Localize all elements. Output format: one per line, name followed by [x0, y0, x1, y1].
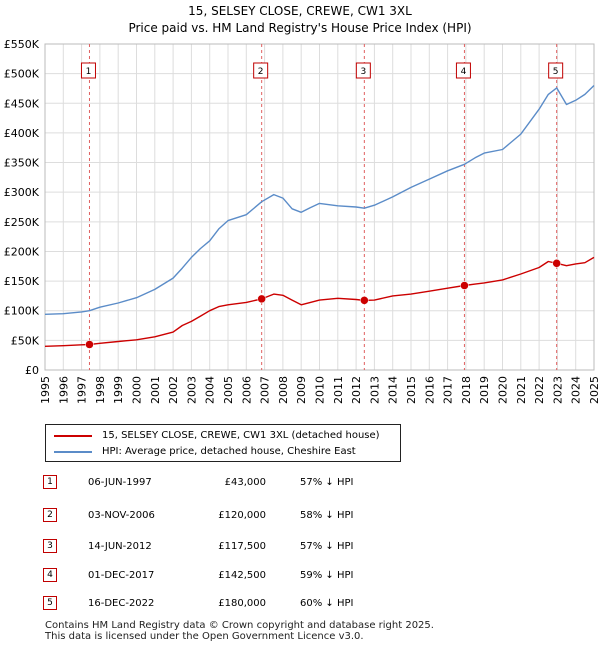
footer-copyright: Contains HM Land Registry data © Crown c… [45, 620, 434, 631]
y-tick-label: £400K [4, 127, 40, 140]
y-tick-label: £50K [11, 334, 40, 347]
table-row: 4 01-DEC-2017 £142,500 59% ↓ HPI [0, 566, 600, 586]
legend: 15, SELSEY CLOSE, CREWE, CW1 3XL (detach… [45, 424, 401, 462]
y-tick-label: £100K [4, 305, 40, 318]
sale-hpi-diff: 60% ↓ HPI [300, 598, 354, 609]
legend-hpi: HPI: Average price, detached house, Ches… [54, 444, 356, 460]
sale-point [85, 340, 94, 349]
table-row: 1 06-JUN-1997 £43,000 57% ↓ HPI [0, 473, 600, 493]
sale-price: £117,500 [218, 541, 266, 552]
sale-point [552, 259, 561, 268]
sale-marker-box [253, 62, 269, 79]
sale-price: £180,000 [218, 598, 266, 609]
sale-marker-label: 3 [360, 67, 366, 77]
sale-point [460, 281, 469, 290]
x-tick-label: 1996 [57, 376, 70, 404]
y-tick-label: £450K [4, 97, 40, 110]
x-tick-label: 2008 [277, 376, 290, 404]
x-tick-label: 2022 [533, 376, 546, 404]
x-tick-label: 2017 [442, 376, 455, 404]
sale-marker-label: 1 [86, 67, 92, 77]
sale-marker-box [80, 62, 96, 79]
sale-price: £120,000 [218, 510, 266, 521]
x-tick-label: 1999 [112, 376, 125, 404]
x-tick-label: 2012 [350, 376, 363, 404]
footer-licence: This data is licensed under the Open Gov… [45, 631, 364, 642]
sale-marker-box: 5 [43, 596, 57, 610]
y-tick-label: £150K [4, 275, 40, 288]
x-tick-label: 2023 [551, 376, 564, 404]
y-tick-label: £0 [25, 364, 39, 377]
chart-subtitle: Price paid vs. HM Land Registry's House … [128, 21, 472, 35]
legend-hpi-label: HPI: Average price, detached house, Ches… [102, 446, 356, 457]
y-tick-label: £300K [4, 186, 40, 199]
sale-marker-label: 4 [461, 67, 467, 77]
sale-date: 16-DEC-2022 [88, 598, 155, 609]
plot-frame [44, 43, 595, 371]
x-tick-label: 2003 [185, 376, 198, 404]
sale-marker-label: 2 [258, 67, 264, 77]
legend-property-swatch [54, 435, 92, 437]
sale-marker-box [548, 62, 564, 79]
sale-hpi-diff: 58% ↓ HPI [300, 510, 354, 521]
x-tick-label: 2018 [460, 376, 473, 404]
x-tick-label: 2007 [259, 376, 272, 404]
y-tick-label: £200K [4, 245, 40, 258]
x-tick-label: 2002 [167, 376, 180, 404]
sale-marker-box: 3 [43, 539, 57, 553]
x-tick-label: 2006 [240, 376, 253, 404]
x-tick-label: 2000 [131, 376, 144, 404]
sale-marker-box: 2 [43, 508, 57, 522]
x-tick-label: 2025 [588, 376, 600, 404]
x-tick-label: 2001 [149, 376, 162, 404]
sale-marker-box: 4 [43, 568, 57, 582]
x-tick-label: 2004 [204, 376, 217, 404]
x-tick-label: 2014 [387, 376, 400, 404]
sale-date: 14-JUN-2012 [88, 541, 152, 552]
sale-point [360, 296, 369, 305]
x-tick-label: 2024 [570, 376, 583, 404]
x-tick-label: 2005 [222, 376, 235, 404]
sale-point [257, 294, 266, 304]
x-tick-label: 2013 [368, 376, 381, 404]
legend-property-label: 15, SELSEY CLOSE, CREWE, CW1 3XL (detach… [102, 430, 380, 441]
table-row: 5 16-DEC-2022 £180,000 60% ↓ HPI [0, 594, 600, 614]
sale-marker-label: 5 [553, 67, 559, 77]
x-tick-label: 2020 [497, 376, 510, 404]
y-tick-label: £550K [4, 38, 40, 51]
table-row: 3 14-JUN-2012 £117,500 57% ↓ HPI [0, 537, 600, 557]
footer: Contains HM Land Registry data © Crown c… [45, 620, 434, 642]
sale-date: 01-DEC-2017 [88, 570, 155, 581]
x-tick-label: 2016 [423, 376, 436, 404]
table-row: 2 03-NOV-2006 £120,000 58% ↓ HPI [0, 506, 600, 526]
x-tick-label: 2011 [332, 376, 345, 404]
x-tick-label: 1995 [39, 376, 52, 404]
sale-marker-box [455, 62, 471, 79]
y-tick-label: £500K [4, 68, 40, 81]
hpi-line [44, 84, 595, 315]
y-tick-label: £350K [4, 157, 40, 170]
sale-date: 06-JUN-1997 [88, 477, 152, 488]
property-price-line [44, 256, 595, 347]
legend-hpi-swatch [54, 451, 92, 453]
legend-property: 15, SELSEY CLOSE, CREWE, CW1 3XL (detach… [54, 428, 380, 444]
x-tick-label: 2009 [295, 376, 308, 404]
x-tick-label: 2021 [515, 376, 528, 404]
chart-title: 15, SELSEY CLOSE, CREWE, CW1 3XL [188, 4, 412, 18]
x-tick-label: 1998 [94, 376, 107, 404]
x-tick-label: 1997 [76, 376, 89, 404]
sale-hpi-diff: 57% ↓ HPI [300, 541, 354, 552]
sale-date: 03-NOV-2006 [88, 510, 155, 521]
sale-price: £142,500 [218, 570, 266, 581]
sale-marker-box [355, 62, 371, 79]
sale-hpi-diff: 59% ↓ HPI [300, 570, 354, 581]
sale-price: £43,000 [224, 477, 266, 488]
x-tick-label: 2015 [405, 376, 418, 404]
x-tick-label: 2010 [314, 376, 327, 404]
sale-hpi-diff: 57% ↓ HPI [300, 477, 354, 488]
y-tick-label: £250K [4, 216, 40, 229]
sale-marker-box: 1 [43, 475, 57, 489]
x-tick-label: 2019 [478, 376, 491, 404]
price-chart: £0 £50K £100K £150K £200K £250K £300K £350K £400… [4, 38, 600, 404]
